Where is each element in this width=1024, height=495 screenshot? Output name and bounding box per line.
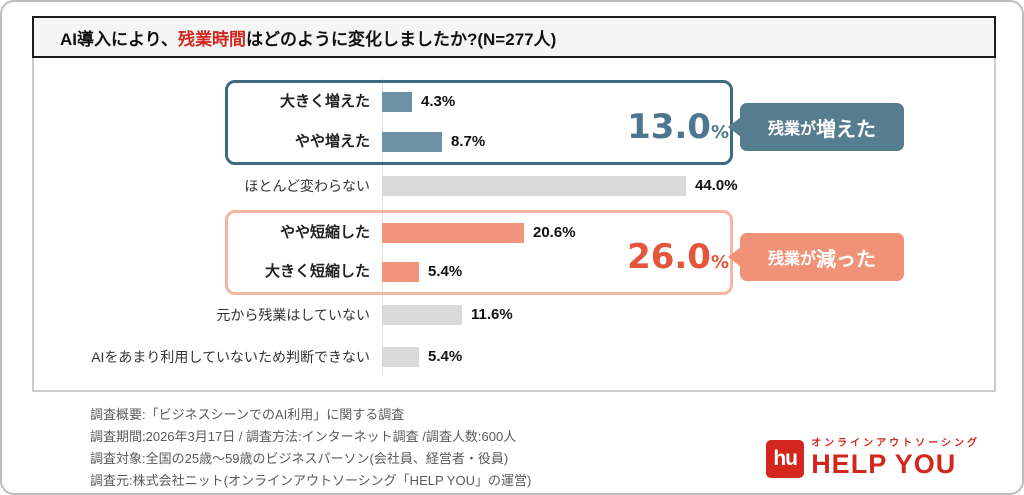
category-label: やや増えた: [294, 133, 370, 150]
decrease-callout-prefix: 残業が: [767, 251, 816, 268]
bar-value: 5.4%: [428, 263, 463, 280]
category-label: AIをあまり利用していないため判断できない: [91, 349, 370, 365]
helpyou-logo: hu オンラインアウトソーシング HELP YOU: [766, 434, 980, 478]
bar-value: 4.3%: [421, 93, 456, 110]
survey-note-line: 調査元:株式会社ニット(オンラインアウトソーシング「HELP YOU」の運営): [90, 473, 532, 488]
bar: [382, 92, 412, 112]
logo-tagline: オンラインアウトソーシング: [811, 438, 980, 449]
bar-value: 11.6%: [471, 306, 513, 323]
bar: [382, 132, 442, 152]
increase-callout-prefix: 残業が: [767, 121, 816, 138]
bar-value: 8.7%: [451, 133, 486, 150]
decrease-callout-bubble: 残業が 減った: [740, 233, 904, 281]
category-label: 大きく短縮した: [264, 263, 370, 280]
category-label: 元から残業はしていない: [216, 307, 370, 323]
bar-value: 20.6%: [533, 224, 576, 241]
chart-title-highlight: 残業時間: [177, 29, 246, 49]
increase-callout-emphasis: 増えた: [816, 118, 876, 141]
decrease-callout-emphasis: 減った: [816, 248, 876, 271]
survey-note-line: 調査概要:「ビジネスシーンでのAI利用」に関する調査: [90, 407, 405, 422]
helpyou-logo-text: オンラインアウトソーシング HELP YOU: [811, 434, 980, 478]
survey-notes: 調査概要:「ビジネスシーンでのAI利用」に関する調査 調査期間:2026年3月1…: [90, 404, 531, 492]
chart-title-prefix: AI導入により、: [60, 29, 178, 49]
decrease-total-number: 26.0: [627, 237, 711, 277]
chart-row: 大きく短縮した 5.4%: [34, 262, 994, 282]
increase-total-number: 13.0: [627, 107, 711, 147]
logo-name: HELP YOU: [811, 449, 957, 479]
chart-row: やや増えた 8.7%: [34, 132, 994, 152]
bar: [382, 347, 419, 367]
increase-total-percent-sign: %: [710, 122, 729, 143]
chart-row: ほとんど変わらない 44.0%: [34, 176, 994, 196]
chart-area: 大きく増えた 4.3% やや増えた 8.7% ほとんど変わらない 44.0% や…: [32, 56, 996, 392]
chart-title-suffix: はどのように変化しましたか?(N=277人): [245, 29, 557, 49]
helpyou-logo-mark-icon: hu: [766, 440, 805, 478]
bar: [382, 223, 524, 243]
chart-row: 大きく増えた 4.3%: [34, 92, 994, 112]
bar-value: 44.0%: [695, 177, 738, 194]
decrease-total-percent-sign: %: [710, 252, 729, 273]
category-label: 大きく増えた: [279, 93, 370, 110]
category-label: やや短縮した: [279, 224, 370, 241]
bar-value: 5.4%: [428, 348, 463, 365]
bar: [382, 305, 462, 325]
survey-note-line: 調査期間:2026年3月17日 / 調査方法:インターネット調査 /調査人数:6…: [90, 429, 517, 444]
increase-callout-bubble: 残業が 増えた: [740, 103, 904, 151]
chart-row: やや短縮した 20.6%: [34, 223, 994, 243]
category-label: ほとんど変わらない: [244, 178, 370, 194]
increase-total: 13.0%: [549, 108, 729, 152]
chart-title-bar: AI導入により、 残業時間 はどのように変化しましたか?(N=277人): [32, 16, 996, 58]
survey-note-line: 調査対象:全国の25歳〜59歳のビジネスパーソン(会社員、経営者・役員): [90, 451, 509, 466]
bar: [382, 262, 419, 282]
chart-row: 元から残業はしていない 11.6%: [34, 305, 994, 325]
chart-row: AIをあまり利用していないため判断できない 5.4%: [34, 347, 994, 367]
footer: 調査概要:「ビジネスシーンでのAI利用」に関する調査 調査期間:2026年3月1…: [2, 396, 1022, 493]
bar: [382, 176, 686, 196]
decrease-total: 26.0%: [549, 238, 729, 282]
